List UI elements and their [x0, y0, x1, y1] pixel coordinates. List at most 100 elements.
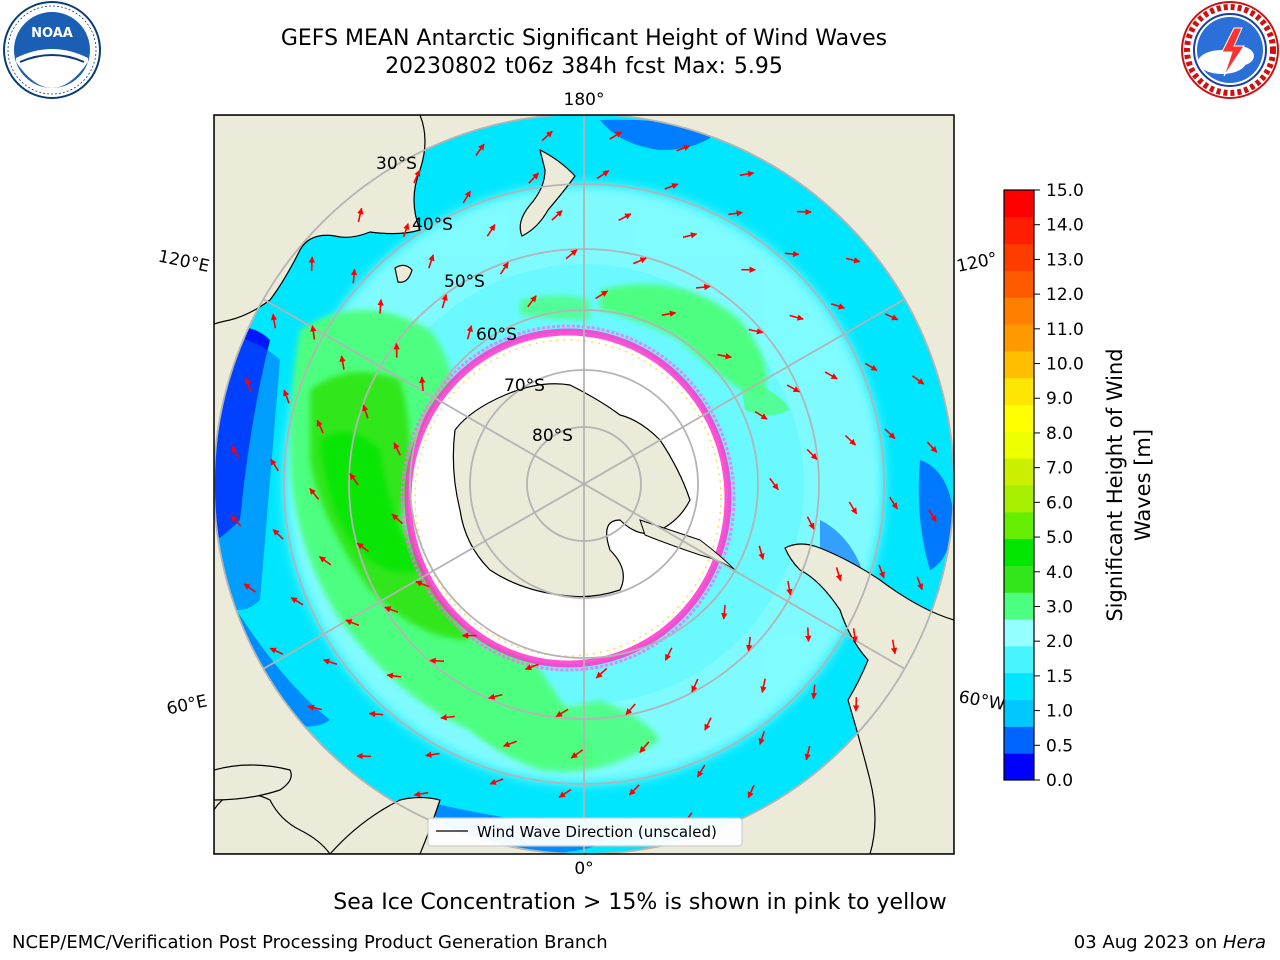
wind-wave-arrow [555, 708, 569, 718]
colorbar-tick-label: 6.0 [1046, 493, 1073, 513]
wind-wave-arrow [810, 684, 818, 700]
wind-wave-arrow [609, 131, 623, 140]
wind-wave-arrows [230, 130, 938, 838]
map-legend: Wind Wave Direction (unscaled) [427, 817, 743, 847]
wind-wave-arrow [728, 210, 743, 217]
map-frame [213, 114, 955, 855]
colorbar-tick-label: 0.5 [1046, 736, 1073, 756]
wind-wave-arrow [878, 564, 885, 579]
wind-wave-arrow [345, 619, 360, 627]
colorbar-segment [1004, 350, 1034, 379]
lat-label-80s: 80°S [532, 426, 573, 446]
wind-wave-arrow [758, 545, 765, 561]
noaa-logo-text: NOAA [31, 26, 73, 41]
wind-wave-arrow [402, 222, 410, 238]
wind-wave-arrow [739, 170, 755, 178]
wind-wave-arrow [682, 232, 698, 239]
wind-wave-arrow [830, 302, 846, 310]
wind-wave-arrow [570, 749, 584, 759]
wind-wave-arrow [462, 190, 472, 204]
wind-wave-arrow [350, 268, 358, 284]
wind-wave-arrow [664, 183, 679, 190]
wind-wave-arrow [625, 703, 636, 716]
wind-wave-arrow [888, 496, 898, 510]
wind-wave-arrow [551, 210, 563, 221]
wind-wave-arrow [632, 257, 647, 265]
figure-title: GEFS MEAN Antarctic Significant Height o… [280, 26, 888, 51]
wind-wave-arrow [441, 293, 448, 309]
colorbar-tick-label: 0.0 [1046, 771, 1073, 791]
wind-wave-arrow [356, 752, 371, 760]
colorbar-border [1003, 189, 1035, 781]
colorbar-tick-label: 1.0 [1046, 702, 1073, 722]
wind-wave-arrow [486, 224, 496, 237]
colorbar-segment [1004, 243, 1034, 271]
colorbar-segment [1004, 458, 1034, 486]
lon-label-0: 0° [574, 859, 593, 879]
wind-wave-arrow [916, 576, 924, 591]
graticule [214, 115, 954, 854]
colorbar-segment [1004, 324, 1034, 352]
wind-wave-arrow [316, 419, 324, 434]
wind-wave-arrow [890, 639, 898, 655]
wind-wave-arrow [717, 353, 732, 360]
wind-wave-arrow [758, 730, 766, 746]
footer-machine: Hera [1222, 932, 1266, 953]
wind-wave-arrow [835, 567, 842, 582]
colorbar-title-line1: Significant Height of Wind [1103, 348, 1127, 621]
wind-wave-arrow [789, 314, 804, 321]
wind-wave-arrow [661, 310, 677, 317]
colorbar-segment [1004, 216, 1034, 245]
wind-wave-arrow [595, 667, 608, 679]
wind-wave-arrow [244, 377, 252, 392]
colorbar-segment [1004, 619, 1034, 647]
wind-wave-arrow [290, 596, 304, 606]
wind-wave-arrow [425, 751, 440, 758]
colorbar-segment [1004, 297, 1034, 325]
colorbar-segment [1004, 431, 1034, 459]
colorbar-segment [1004, 753, 1034, 781]
wind-wave-arrow [488, 693, 503, 700]
colorbar-segment [1004, 377, 1034, 406]
colorbar-segment [1004, 538, 1034, 566]
wind-wave-arrow [489, 778, 504, 785]
wind-wave-arrow [747, 784, 755, 799]
wind-wave-arrow [318, 555, 332, 566]
wind-wave-arrow [797, 208, 812, 216]
wind-wave-arrow [503, 740, 517, 748]
wind-wave-arrow [499, 261, 509, 275]
colorbar-tick-label: 2.0 [1046, 632, 1073, 652]
wind-wave-arrow [769, 477, 779, 491]
colorbar-segment [1004, 592, 1034, 620]
wind-wave-arrow [784, 250, 800, 258]
lat-label-70s: 70°S [504, 376, 545, 396]
wind-wave-arrow [754, 411, 768, 420]
colorbar-segment [1004, 404, 1034, 432]
wind-wave-arrow [429, 657, 445, 664]
colorbar-segment [1004, 699, 1034, 727]
sea-ice-caption: Sea Ice Concentration > 15% is shown in … [333, 890, 947, 915]
footer-credit: NCEP/EMC/Verification Post Processing Pr… [12, 932, 608, 953]
colorbar-tick-label: 9.0 [1046, 389, 1073, 409]
colorbar: 0.0 0.5 1.0 1.5 2.0 3.0 4.0 5.0 6.0 7.0 8.0 9.0 10.0… [1003, 181, 1084, 791]
colorbar-tick-label: 12.0 [1046, 285, 1084, 305]
wind-wave-arrow [270, 313, 278, 329]
wind-wave-arrow [746, 636, 753, 652]
colorbar-segment [1004, 726, 1034, 754]
nws-logo [1181, 1, 1279, 99]
wind-wave-arrow [272, 528, 284, 540]
lon-label-120e: 120°E [156, 247, 211, 277]
colorbar-tick-label: 11.0 [1046, 320, 1084, 340]
wind-wave-arrow [691, 678, 699, 693]
wind-wave-arrow [806, 448, 818, 460]
wind-wave-arrow [384, 606, 399, 613]
wind-wave-arrow [618, 213, 632, 222]
wind-wave-arrow [824, 371, 838, 380]
wind-wave-arrow [528, 172, 540, 184]
wind-wave-arrow [844, 434, 857, 446]
wind-wave-arrow [428, 254, 435, 269]
wind-wave-arrow [466, 325, 473, 340]
colorbar-tick-label: 15.0 [1046, 181, 1084, 201]
colorbar-tick-label: 1.5 [1046, 667, 1073, 687]
